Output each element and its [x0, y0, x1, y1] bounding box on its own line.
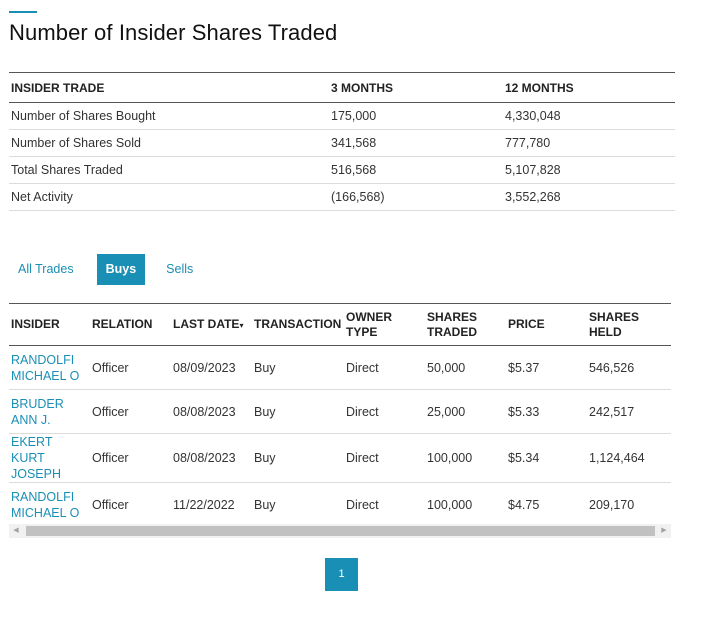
insider-summary-table: INSIDER TRADE 3 MONTHS 12 MONTHS Number … [9, 72, 675, 211]
shares-held-cell: 1,124,464 [587, 433, 671, 483]
header-transaction[interactable]: TRANSACTION [252, 303, 344, 346]
summary-label: Net Activity [9, 183, 329, 211]
transaction-cell: Buy [252, 389, 344, 434]
shares-traded-cell: 25,000 [425, 389, 506, 434]
summary-3m-value: 175,000 [329, 102, 503, 130]
scroll-right-icon[interactable]: ▶ [661, 527, 667, 534]
summary-3m-value: 341,568 [329, 129, 503, 157]
relation-cell: Officer [90, 482, 171, 527]
transaction-cell: Buy [252, 345, 344, 390]
relation-cell: Officer [90, 433, 171, 483]
table-row: RANDOLFI MICHAEL O Officer 08/09/2023 Bu… [9, 345, 671, 390]
summary-row: Number of Shares Bought 175,000 4,330,04… [9, 102, 675, 130]
table-row: BRUDER ANN J. Officer 08/08/2023 Buy Dir… [9, 389, 671, 434]
summary-row: Net Activity (166,568) 3,552,268 [9, 183, 675, 211]
tab-buys[interactable]: Buys [96, 254, 146, 285]
summary-label: Number of Shares Sold [9, 129, 329, 157]
trades-table-container: INSIDER RELATION LAST DATE▾ TRANSACTION … [9, 303, 671, 527]
relation-cell: Officer [90, 345, 171, 390]
owner-type-cell: Direct [344, 482, 425, 527]
header-last-date[interactable]: LAST DATE▾ [171, 303, 252, 346]
insider-link[interactable]: BRUDER ANN J. [9, 389, 90, 434]
header-price[interactable]: PRICE [506, 303, 587, 346]
header-shares-held[interactable]: SHARES HELD [587, 303, 671, 346]
price-cell: $5.37 [506, 345, 587, 390]
summary-label: Total Shares Traded [9, 156, 329, 184]
price-cell: $4.75 [506, 482, 587, 527]
header-owner-type[interactable]: OWNER TYPE [344, 303, 425, 346]
summary-header-12-months: 12 MONTHS [503, 72, 675, 103]
header-shares-traded[interactable]: SHARES TRADED [425, 303, 506, 346]
scrollbar-thumb[interactable] [26, 526, 655, 536]
summary-row: Total Shares Traded 516,568 5,107,828 [9, 156, 675, 184]
tab-sells[interactable]: Sells [166, 262, 194, 276]
scroll-left-icon[interactable]: ◀ [13, 527, 19, 534]
summary-row: Number of Shares Sold 341,568 777,780 [9, 129, 675, 157]
insider-link[interactable]: EKERT KURT JOSEPH [9, 433, 90, 483]
date-cell: 11/22/2022 [171, 482, 252, 527]
table-row: RANDOLFI MICHAEL O Officer 11/22/2022 Bu… [9, 482, 671, 527]
date-cell: 08/08/2023 [171, 389, 252, 434]
pagination-page-button[interactable]: 1 [325, 558, 358, 591]
summary-12m-value: 777,780 [503, 129, 675, 157]
summary-12m-value: 5,107,828 [503, 156, 675, 184]
transaction-cell: Buy [252, 482, 344, 527]
trades-header-row: INSIDER RELATION LAST DATE▾ TRANSACTION … [9, 303, 671, 346]
price-cell: $5.33 [506, 389, 587, 434]
transaction-cell: Buy [252, 433, 344, 483]
insider-link[interactable]: RANDOLFI MICHAEL O [9, 482, 90, 527]
summary-3m-value: 516,568 [329, 156, 503, 184]
page-title: Number of Insider Shares Traded [9, 20, 338, 45]
date-cell: 08/09/2023 [171, 345, 252, 390]
horizontal-scrollbar[interactable]: ◀ ▶ [9, 524, 671, 538]
trade-filter-tabs: All Trades Buys Sells [9, 254, 202, 285]
header-last-date-label: LAST DATE [173, 316, 240, 331]
insider-link[interactable]: RANDOLFI MICHAEL O [9, 345, 90, 390]
date-cell: 08/08/2023 [171, 433, 252, 483]
owner-type-cell: Direct [344, 433, 425, 483]
summary-header-3-months: 3 MONTHS [329, 72, 503, 103]
shares-traded-cell: 50,000 [425, 345, 506, 390]
shares-held-cell: 546,526 [587, 345, 671, 390]
summary-header-insider-trade: INSIDER TRADE [9, 72, 329, 103]
shares-held-cell: 209,170 [587, 482, 671, 527]
relation-cell: Officer [90, 389, 171, 434]
insider-trades-table: INSIDER RELATION LAST DATE▾ TRANSACTION … [9, 303, 671, 527]
summary-header-row: INSIDER TRADE 3 MONTHS 12 MONTHS [9, 72, 675, 103]
header-insider[interactable]: INSIDER [9, 303, 90, 346]
price-cell: $5.34 [506, 433, 587, 483]
summary-label: Number of Shares Bought [9, 102, 329, 130]
shares-traded-cell: 100,000 [425, 433, 506, 483]
header-relation[interactable]: RELATION [90, 303, 171, 346]
summary-12m-value: 3,552,268 [503, 183, 675, 211]
shares-traded-cell: 100,000 [425, 482, 506, 527]
owner-type-cell: Direct [344, 345, 425, 390]
tab-all-trades[interactable]: All Trades [18, 262, 74, 276]
sort-down-icon: ▾ [239, 320, 244, 330]
owner-type-cell: Direct [344, 389, 425, 434]
title-accent-bar [9, 11, 37, 13]
table-row: EKERT KURT JOSEPH Officer 08/08/2023 Buy… [9, 433, 671, 483]
summary-3m-value: (166,568) [329, 183, 503, 211]
summary-12m-value: 4,330,048 [503, 102, 675, 130]
shares-held-cell: 242,517 [587, 389, 671, 434]
